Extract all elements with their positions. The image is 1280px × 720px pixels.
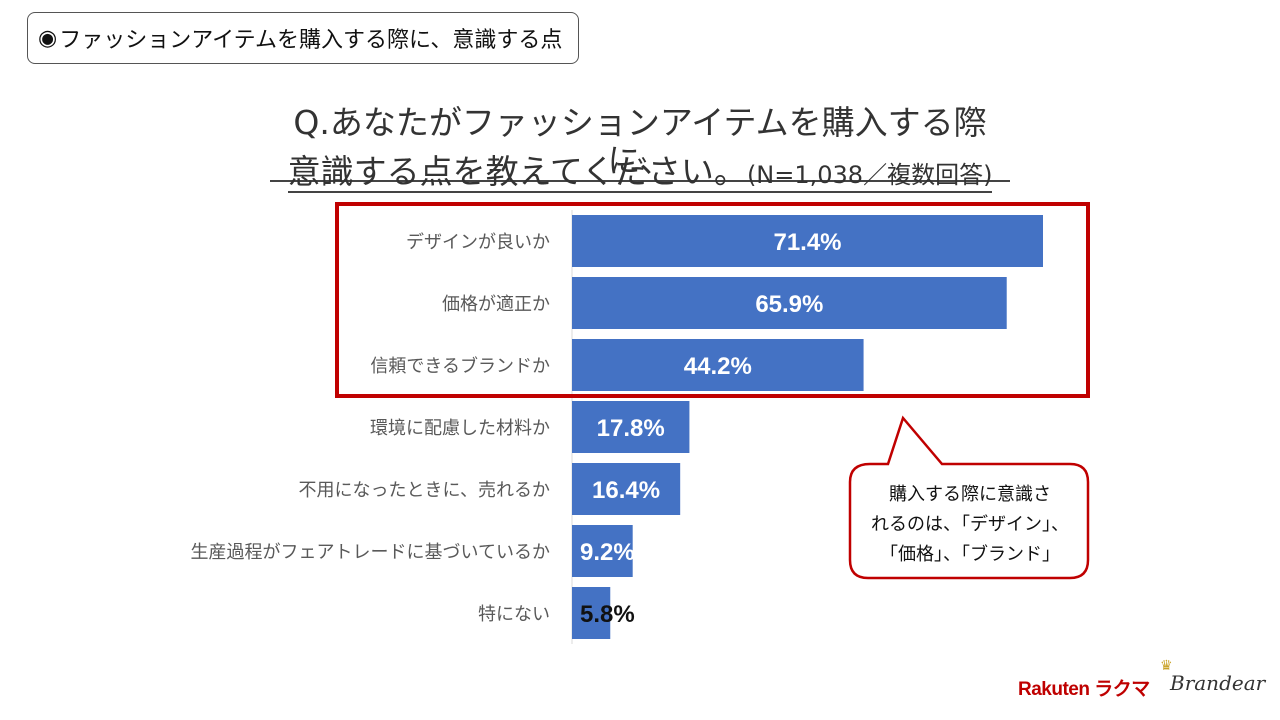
category-label: 特にない: [478, 604, 550, 625]
question-title-line2: 意識する点を教えてください。(N=1,038／複数回答): [270, 152, 1010, 193]
brandear-logo: Brandear: [1170, 671, 1266, 695]
callout-bubble: [848, 415, 1090, 580]
callout-line: 「価格」、「ブランド」: [880, 544, 1060, 565]
callout-text: 購入する際に意識さ れるのは、「デザイン」、 「価格」、「ブランド」: [852, 480, 1088, 570]
value-label: 71.4%: [773, 229, 841, 256]
bar: [572, 401, 690, 453]
value-label: 5.8%: [580, 601, 635, 628]
title-line2-text: 意識する点を教えてください。: [287, 152, 747, 191]
title-line1-text: Q.あなたがファッションアイテムを購入する際に、: [270, 104, 1010, 182]
crown-icon: ♛: [1160, 658, 1173, 674]
topic-text: ファッションアイテムを購入する際に、意識する点: [59, 28, 563, 53]
bar: [572, 277, 1007, 329]
category-label: 価格が適正か: [442, 294, 550, 315]
category-label: 不用になったときに、売れるか: [299, 480, 550, 501]
value-label: 65.9%: [755, 291, 823, 318]
bar: [572, 215, 1043, 267]
value-label: 44.2%: [684, 353, 752, 380]
category-label: 信頼できるブランドか: [370, 355, 550, 377]
topic-header-box: ◉ ファッションアイテムを購入する際に、意識する点: [27, 12, 579, 64]
bar: [572, 339, 864, 391]
bar: [572, 463, 681, 515]
value-label: 9.2%: [580, 539, 635, 566]
highlight-box: [335, 202, 1090, 398]
callout-line: 購入する際に意識さ: [889, 484, 1051, 505]
title-line2-wrap: 意識する点を教えてください。(N=1,038／複数回答): [287, 152, 993, 193]
bar: [572, 587, 611, 639]
rakuten-rakuma-logo: Rakuten ラクマ: [1018, 679, 1150, 700]
category-label: 生産過程がフェアトレードに基づいているか: [191, 542, 550, 563]
bar: [572, 525, 633, 577]
value-label: 17.8%: [597, 415, 665, 442]
value-label: 16.4%: [592, 477, 660, 504]
question-title-line1: Q.あなたがファッションアイテムを購入する際に、: [270, 104, 1010, 182]
category-label: 環境に配慮した材料か: [370, 418, 550, 439]
callout-line: れるのは、「デザイン」、: [871, 514, 1069, 535]
category-label: デザインが良いか: [406, 232, 550, 253]
bullet-icon: ◉: [38, 25, 58, 51]
title-sample-size: (N=1,038／複数回答): [746, 161, 993, 189]
